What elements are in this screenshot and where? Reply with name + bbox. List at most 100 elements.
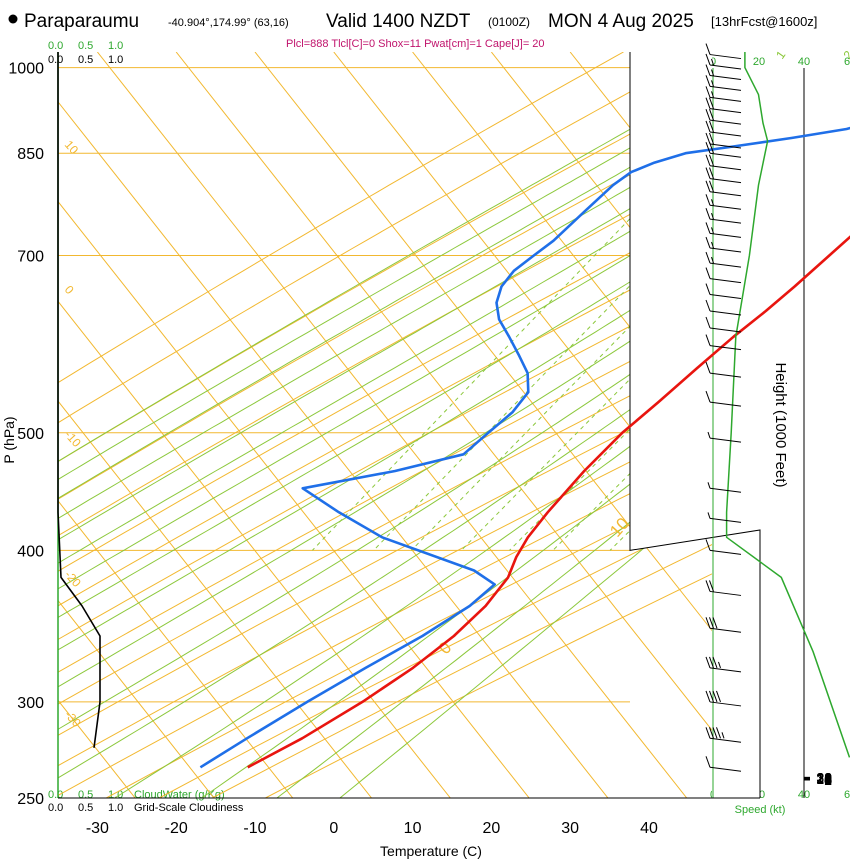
isotherm-line — [58, 400, 372, 798]
utc-time: (0100Z) — [488, 15, 530, 29]
pressure-tick-label: 250 — [17, 791, 44, 808]
temperature-tick-label: 20 — [482, 820, 500, 837]
dry-adiabat-line — [58, 52, 624, 384]
height-tick-label: 10 — [816, 771, 832, 787]
moist-adiabat-line — [58, 205, 712, 590]
wind-barb — [705, 390, 742, 407]
y-axis-title: P (hPa) — [1, 416, 17, 463]
dry-adiabat-line — [58, 246, 712, 607]
temperature-tick-label: 0 — [329, 820, 338, 837]
cloud-water-line — [57, 52, 101, 748]
height-tick-label: 16 — [816, 771, 832, 787]
moist-adiabat-line — [58, 139, 712, 519]
dry-adiabat-line — [159, 514, 712, 798]
mixing-ratio-label: 2 — [841, 48, 850, 62]
station-name: Paraparaumu — [24, 11, 139, 32]
temperature-tick-label: -10 — [243, 820, 266, 837]
left-isotherm-label: 10 — [62, 138, 82, 158]
wind-barb — [705, 43, 742, 60]
wind-barb — [705, 86, 742, 102]
moist-adiabat-line — [58, 159, 712, 541]
dry-adiabat-line — [58, 209, 712, 572]
wind-barb — [705, 299, 742, 316]
wind-barb — [705, 316, 742, 333]
wind-barb — [707, 431, 742, 443]
wind-barb — [705, 154, 742, 171]
wind-barb — [705, 108, 742, 125]
dry-adiabat-line — [265, 573, 712, 798]
isotherm-line — [97, 52, 688, 798]
dry-adiabat-line — [58, 52, 704, 424]
pressure-tick-label: 400 — [17, 543, 44, 560]
cw-tick-2: 1.0 — [108, 789, 123, 801]
valid-time: Valid 1400 NZDT — [326, 11, 471, 32]
wind-barb — [705, 334, 742, 351]
temperature-tick-label: -30 — [86, 820, 109, 837]
wind-barb — [705, 180, 742, 197]
dry-adiabat-line — [58, 130, 712, 500]
wind-barb — [705, 539, 742, 555]
wind-barb — [705, 75, 742, 91]
temperature-tick-label: 40 — [640, 820, 658, 837]
mixing-ratio-line — [312, 132, 712, 551]
moist-adiabat-line — [58, 181, 712, 564]
height-tick-label: 6 — [824, 772, 832, 788]
height-tick-label: 18 — [816, 771, 832, 787]
wind-barb — [705, 283, 742, 300]
isotherm-line — [175, 52, 712, 732]
cw-top-tick-0: 0.0 — [48, 40, 63, 52]
wind-barb — [705, 580, 742, 596]
wind-barb — [705, 207, 742, 224]
height-axis-title: Height (1000 Feet) — [772, 362, 789, 487]
isotherm-line — [333, 52, 712, 532]
height-tick-label: 28 — [816, 770, 832, 786]
isotherm-line — [58, 300, 451, 798]
wind-barb — [705, 727, 742, 743]
wind-speed-line — [725, 52, 850, 758]
left-isotherm-label: -20 — [62, 568, 84, 590]
isotherm-line — [58, 500, 294, 798]
temperature-line — [247, 235, 850, 769]
height-tick-label: 8 — [824, 771, 832, 787]
wind-barb — [705, 690, 742, 707]
height-tick-label: 2 — [824, 772, 832, 788]
station-coords: -40.904°,174.99° (63,16) — [168, 17, 289, 29]
wind-barb — [705, 756, 742, 772]
wind-barb — [705, 617, 742, 633]
cw-top-tick-1: 0.5 — [78, 40, 93, 52]
height-tick-label: 4 — [824, 772, 832, 788]
wind-barb — [705, 53, 742, 70]
wind-barb — [705, 222, 742, 238]
moist-adiabat-line — [339, 490, 712, 798]
temperature-tick-label: 10 — [404, 820, 422, 837]
wind-barb — [705, 361, 742, 378]
mixing-ratio-label: 1 — [773, 48, 788, 62]
height-tick-label: 26 — [816, 770, 832, 786]
temperature-tick-label: -20 — [165, 820, 188, 837]
pressure-tick-label: 1000 — [8, 61, 44, 78]
height-tick-label: 30 — [816, 770, 832, 786]
moist-adiabat-line — [114, 384, 712, 798]
dry-adiabat-line — [212, 544, 712, 798]
cl-top-tick-2: 1.0 — [108, 54, 123, 66]
cw-top-tick-2: 1.0 — [108, 40, 123, 52]
wind-barb — [705, 64, 742, 81]
cl-tick-2: 1.0 — [108, 802, 123, 814]
cloudiness-label: Grid-Scale Cloudiness — [134, 802, 244, 814]
moist-adiabat-line — [58, 350, 712, 779]
height-tick-label: 12 — [816, 771, 832, 787]
cl-top-tick-1: 0.5 — [78, 54, 93, 66]
wind-barb — [705, 236, 742, 253]
cl-tick-0: 0.0 — [48, 802, 63, 814]
wind-barb — [705, 267, 742, 284]
speed-top-tick-3: 6 — [844, 56, 850, 68]
dry-adiabat-line — [106, 483, 712, 798]
pressure-tick-label: 300 — [17, 695, 44, 712]
speed-axis-title: Speed (kt) — [735, 804, 786, 816]
wind-barb — [705, 132, 742, 149]
temperature-tick-label: 30 — [561, 820, 579, 837]
left-isotherm-label: -30 — [62, 708, 84, 730]
height-tick-label: 0 — [824, 772, 832, 788]
dewpoint-line — [199, 126, 850, 769]
